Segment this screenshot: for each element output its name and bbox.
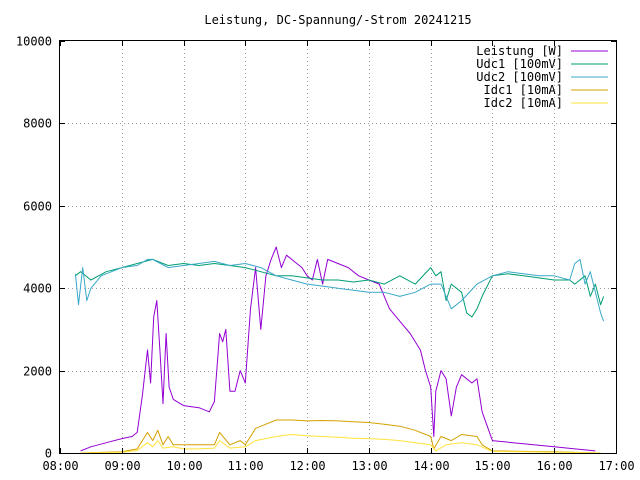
x-tick-label: 10:00	[166, 459, 202, 473]
x-tick-label: 11:00	[227, 459, 263, 473]
x-tick-label: 13:00	[351, 459, 387, 473]
legend-label-udc2: Udc2 [100mV]	[476, 70, 563, 84]
legend-label-udc1: Udc1 [100mV]	[476, 57, 563, 71]
legend-label-idc2: Idc2 [10mA]	[484, 96, 563, 110]
chart-title: Leistung, DC-Spannung/-Strom 20241215	[204, 13, 471, 27]
axes: 08:00 09:00 10:00 11:00 12:00 13:00 14:00 15:00…	[16, 35, 635, 474]
series-line-idc1	[80, 419, 601, 454]
y-tick-label: 8000	[23, 117, 52, 131]
series-line-udc1	[75, 258, 605, 318]
x-tick-label: 12:00	[289, 459, 325, 473]
x-tick-label: 08:00	[42, 459, 78, 473]
legend-label-leistung: Leistung [W]	[476, 44, 563, 58]
x-tick-label: 09:00	[104, 459, 140, 473]
legend-label-idc1: Idc1 [10mA]	[484, 83, 563, 97]
plot-frame	[59, 40, 617, 454]
x-tick-label: 16:00	[536, 459, 572, 473]
y-tick-label: 0	[45, 447, 52, 461]
legend: Leistung [W]Udc1 [100mV]Udc2 [100mV]Idc1…	[476, 44, 608, 110]
series-line-udc2	[74, 258, 605, 322]
y-tick-label: 6000	[23, 200, 52, 214]
series-line-leistung	[80, 246, 596, 452]
y-tick-label: 4000	[23, 282, 52, 296]
x-tick-label: 14:00	[413, 459, 449, 473]
grid	[60, 41, 616, 453]
x-tick-label: 17:00	[598, 459, 634, 473]
series-layer	[74, 246, 605, 454]
y-tick-label: 10000	[16, 35, 52, 49]
y-tick-label: 2000	[23, 365, 52, 379]
series-line-idc2	[80, 434, 601, 454]
x-tick-label: 15:00	[474, 459, 510, 473]
